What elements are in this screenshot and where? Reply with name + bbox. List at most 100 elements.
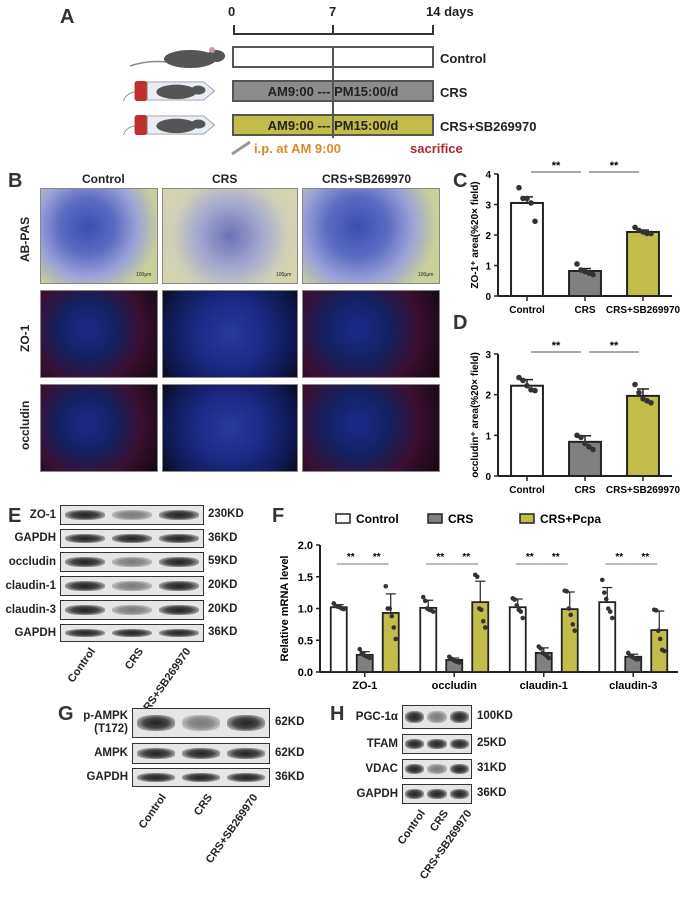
chart-d: 0 1 2 3 occludin⁺ area(%20× field) Control CRS… (470, 340, 681, 496)
blot-row-label: claudin-1 (5, 579, 56, 592)
day7-line (332, 46, 334, 138)
blot-kd-label: 25KD (477, 737, 507, 749)
blot-kd-label: 20KD (208, 579, 238, 591)
lane-label: CRS+SB269970 (204, 792, 261, 866)
bar (381, 612, 400, 673)
data-point (474, 574, 480, 580)
data-point (478, 607, 484, 613)
y-tick-label: 3 (485, 350, 491, 361)
micrograph-zo1-control (40, 290, 158, 378)
data-point (648, 230, 654, 237)
blot-band (181, 772, 221, 783)
data-point (546, 655, 552, 661)
data-point (648, 400, 654, 406)
panel-label-g: G (58, 703, 74, 725)
bar (568, 440, 602, 477)
blot-strip (402, 734, 472, 754)
row-header-occludin: occludin (18, 400, 32, 450)
bar (419, 606, 438, 673)
lane-label: Control (136, 792, 169, 831)
blot-band (427, 710, 447, 724)
micrograph-occludin-control (40, 384, 158, 472)
data-point (590, 446, 596, 453)
blot-band (159, 510, 200, 520)
blot-strip (132, 768, 270, 787)
data-point (590, 271, 596, 278)
blot-band (64, 605, 105, 615)
data-point (653, 608, 659, 613)
data-point (518, 609, 524, 614)
panel-label-d: D (453, 312, 468, 334)
panel-label-c: C (453, 170, 468, 192)
blot-kd-label: 20KD (208, 603, 238, 615)
data-point (422, 598, 428, 604)
significance-label: ** (526, 552, 534, 563)
restrained-mouse-icon (123, 115, 216, 136)
data-point (528, 200, 534, 206)
blot-band (64, 533, 105, 544)
data-point (520, 615, 526, 621)
data-point (514, 603, 520, 608)
bar (510, 384, 544, 477)
data-point (657, 636, 663, 642)
blot-band (159, 581, 200, 591)
scale-bar: 100μm (418, 272, 434, 278)
blot-strip (60, 624, 204, 642)
blot-band (227, 772, 266, 783)
blot-row-label: occludin (8, 555, 56, 568)
blot-row-label: p-AMPK (T172) (83, 710, 128, 735)
blot-band (112, 581, 152, 591)
bar (626, 394, 660, 477)
x-tick-label: CRS+SB269970 (606, 305, 681, 316)
lane-label: Control (395, 808, 428, 847)
data-point (574, 261, 580, 267)
data-point (482, 625, 488, 630)
scale-bar: 100μm (276, 272, 292, 278)
blot-band (181, 715, 221, 731)
legend-label: CRS+Pcpa (540, 512, 601, 526)
data-point (520, 195, 526, 202)
x-tick-label: occludin (432, 680, 478, 690)
data-point (636, 389, 642, 396)
blot-band (450, 739, 470, 749)
data-point (524, 195, 530, 202)
y-tick-label: 0.5 (298, 635, 313, 647)
blot-kd-label: 62KD (275, 716, 305, 728)
legend-swatch (519, 513, 535, 524)
blot-band (450, 789, 470, 799)
blot-band (112, 557, 152, 567)
blot-strip (60, 576, 204, 596)
significance-label: ** (436, 552, 444, 563)
col-header-sb: CRS+SB269970 (322, 172, 412, 186)
data-point (570, 622, 576, 627)
data-point (480, 618, 486, 624)
data-point (599, 577, 605, 583)
tick-0: 0 (228, 4, 236, 19)
significance-label: ** (641, 552, 649, 563)
syringe-icon (231, 140, 251, 156)
scale-bar: 100μm (136, 272, 152, 278)
blot-band (404, 739, 424, 749)
data-point (516, 184, 522, 191)
blot-band (64, 581, 105, 591)
micrograph-abpas-control (40, 188, 158, 284)
row-label-crs: CRS (440, 85, 468, 100)
lane-label: CRS (122, 646, 146, 672)
blot-row-label: claudin-3 (5, 603, 56, 616)
micrograph-abpas-crs (162, 188, 298, 284)
data-point (516, 374, 522, 381)
panel-label-e: E (8, 505, 22, 527)
data-point (367, 655, 373, 661)
data-point (609, 615, 615, 621)
data-point (456, 660, 462, 665)
data-point (644, 230, 650, 237)
timeline-tick (233, 25, 235, 35)
y-tick-label: 2.0 (298, 540, 313, 552)
restrained-mouse-icon (123, 81, 216, 102)
blot-row-label: TFAM (366, 737, 398, 750)
blot-band (404, 710, 424, 724)
legend-label: CRS (448, 512, 473, 526)
bar (626, 230, 660, 297)
y-tick-label: 2 (485, 231, 491, 242)
